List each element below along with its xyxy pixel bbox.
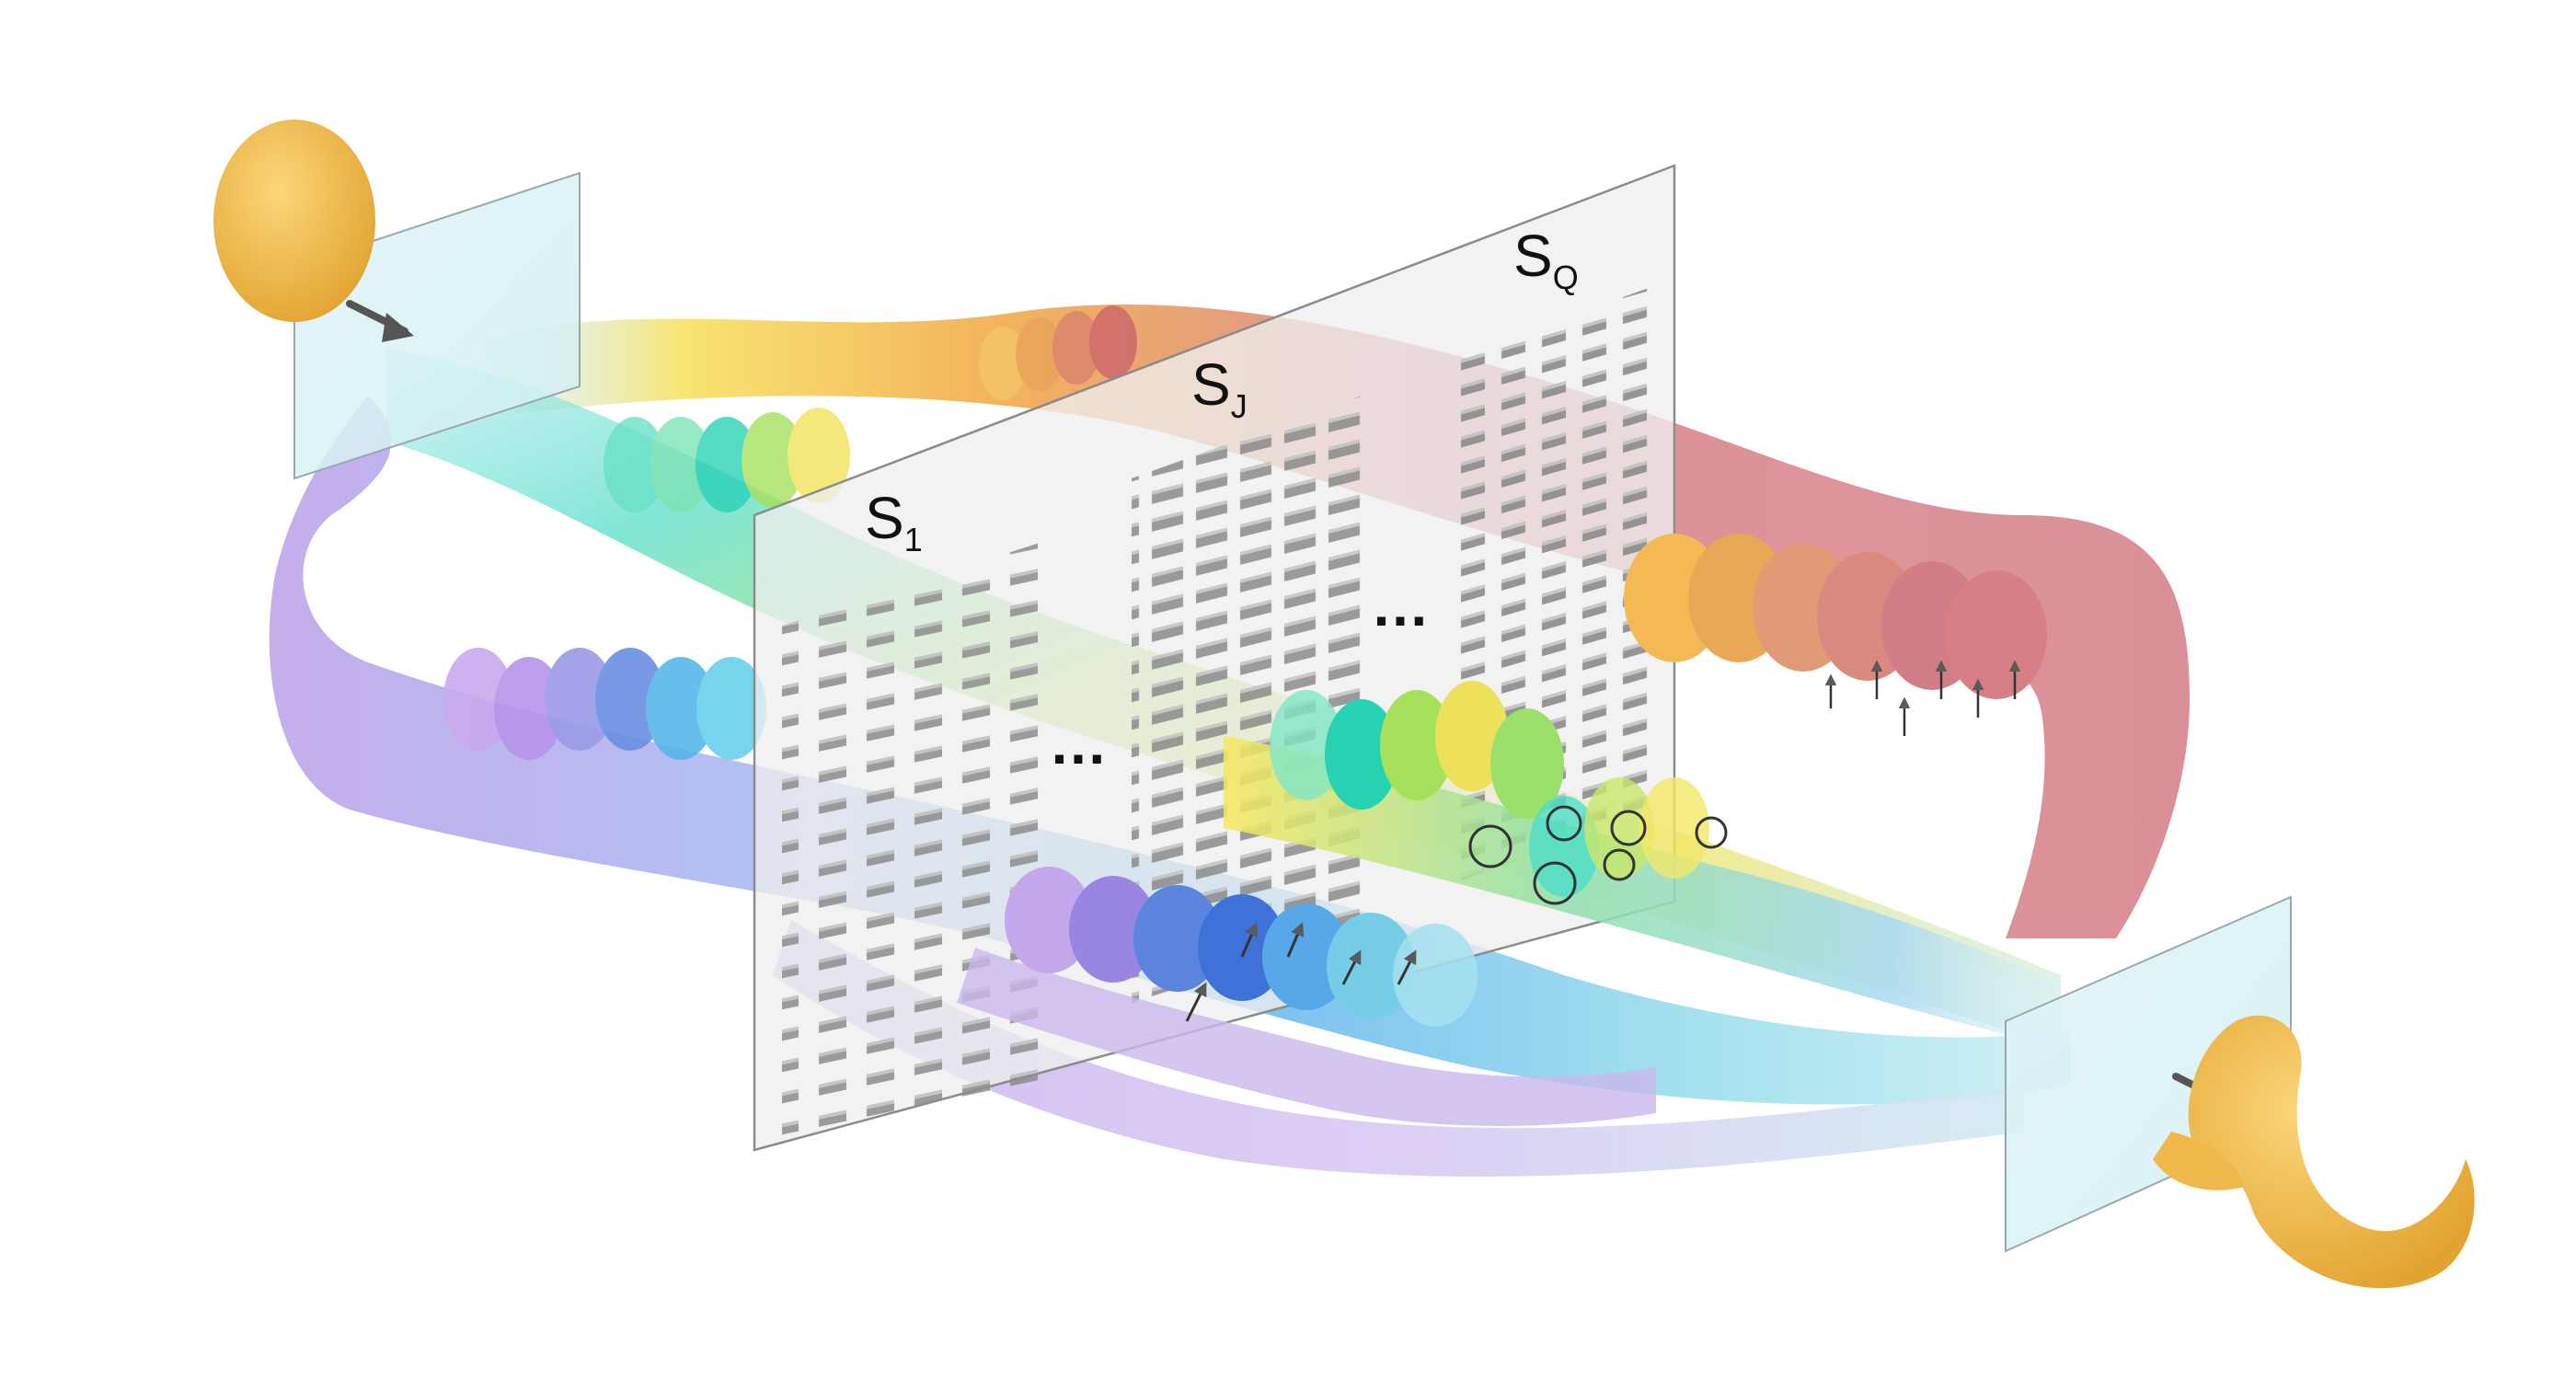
upper-beam-wavepackets [979,305,1137,400]
front-upper-beam-crescents [1624,534,2047,736]
beam-upper-red-orange [478,305,2190,938]
front-middle-beam [1224,681,2061,1049]
label-s1-main: S [865,485,904,551]
middle-beam-wavepackets [604,408,850,512]
svg-text:SQ: SQ [1513,223,1579,296]
input-direction-arrow-icon [346,300,414,342]
input-pulse [213,120,375,322]
label-sj-sub: J [1231,387,1248,425]
vertical-polarization-arrows [1824,660,2021,736]
linear-polarization-arrows [1185,922,1417,1022]
metasurface-region-s1 [782,543,1040,1141]
ellipsis-upper: … [1371,572,1430,638]
metasurface-region-sj [1132,396,1362,1003]
svg-text:SJ: SJ [1191,351,1248,425]
lower-beam-wavepackets [443,648,766,760]
label-sj: SJ [1191,351,1248,425]
ellipsis-lower: … [1049,710,1108,776]
label-sq-main: S [1513,223,1553,289]
label-s1-sub: 1 [904,521,923,558]
svg-text:S1: S1 [865,485,923,558]
label-s1: S1 [865,485,923,558]
beam-bottom-lavender [773,920,2024,1177]
label-sq: SQ [1513,223,1579,296]
output-shaped-pulse [2153,1015,2475,1289]
label-sq-sub: Q [1553,259,1579,296]
front-lower-beam-helices [957,867,1656,1126]
label-sj-main: S [1191,351,1231,418]
circular-polarization-arrows [1468,805,1728,905]
